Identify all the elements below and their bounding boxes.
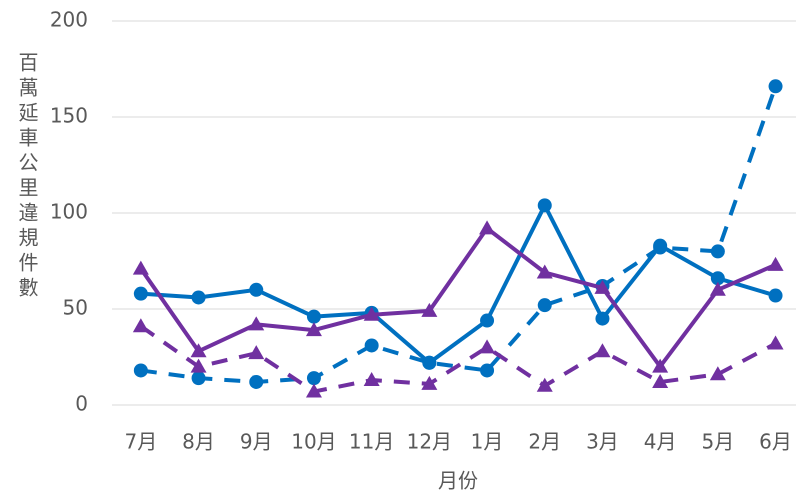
point <box>421 302 438 317</box>
y-tick-label: 200 <box>50 8 88 32</box>
point <box>709 281 726 296</box>
series-line <box>140 203 777 365</box>
point <box>652 358 669 373</box>
point <box>537 198 552 213</box>
series-line <box>139 226 777 369</box>
x-tick-label: 6月 <box>759 430 792 454</box>
series-line <box>139 324 777 394</box>
point <box>306 309 321 324</box>
point <box>594 343 611 358</box>
point <box>768 288 783 303</box>
y-tick-label: 100 <box>50 200 88 224</box>
point <box>191 290 206 305</box>
point <box>710 244 725 259</box>
point <box>133 363 148 378</box>
point <box>363 306 380 321</box>
point <box>132 318 149 333</box>
point <box>364 338 379 353</box>
point <box>190 358 207 373</box>
point <box>710 271 725 286</box>
point <box>421 375 438 390</box>
y-tick-label: 50 <box>63 296 88 320</box>
y-tick-label: 150 <box>50 104 88 128</box>
point <box>305 322 322 337</box>
x-tick-label: 4月 <box>644 430 677 454</box>
point <box>248 316 265 331</box>
point <box>422 355 437 370</box>
x-tick-label: 8月 <box>182 430 215 454</box>
point <box>191 371 206 386</box>
point <box>133 286 148 301</box>
point <box>190 343 207 358</box>
point <box>653 240 668 255</box>
point <box>652 373 669 388</box>
y-tick-label: 0 <box>75 392 88 416</box>
point <box>536 264 553 279</box>
point <box>132 260 149 275</box>
point <box>709 366 726 381</box>
point <box>306 371 321 386</box>
x-tick-label: 9月 <box>240 430 273 454</box>
point <box>363 372 380 387</box>
point <box>594 279 611 294</box>
x-tick-label: 12月 <box>407 430 452 454</box>
x-tick-label: 10月 <box>291 430 336 454</box>
point <box>595 311 610 326</box>
x-tick-label: 1月 <box>471 430 504 454</box>
point <box>248 345 265 360</box>
point <box>480 363 495 378</box>
point <box>480 313 495 328</box>
point <box>249 374 264 389</box>
point <box>537 298 552 313</box>
point <box>767 335 784 350</box>
x-axis-label: 月份 <box>438 469 478 493</box>
y-axis-label: 百萬延車公里違規件數 <box>15 52 39 302</box>
x-tick-label: 2月 <box>528 430 561 454</box>
point <box>536 377 553 392</box>
point <box>479 220 496 235</box>
point <box>768 79 783 94</box>
point <box>305 383 322 398</box>
point <box>767 256 784 271</box>
x-tick-label: 5月 <box>701 430 734 454</box>
point <box>479 339 496 354</box>
x-tick-label: 3月 <box>586 430 619 454</box>
point <box>249 282 264 297</box>
x-tick-label: 7月 <box>124 430 157 454</box>
x-tick-label: 11月 <box>349 430 394 454</box>
